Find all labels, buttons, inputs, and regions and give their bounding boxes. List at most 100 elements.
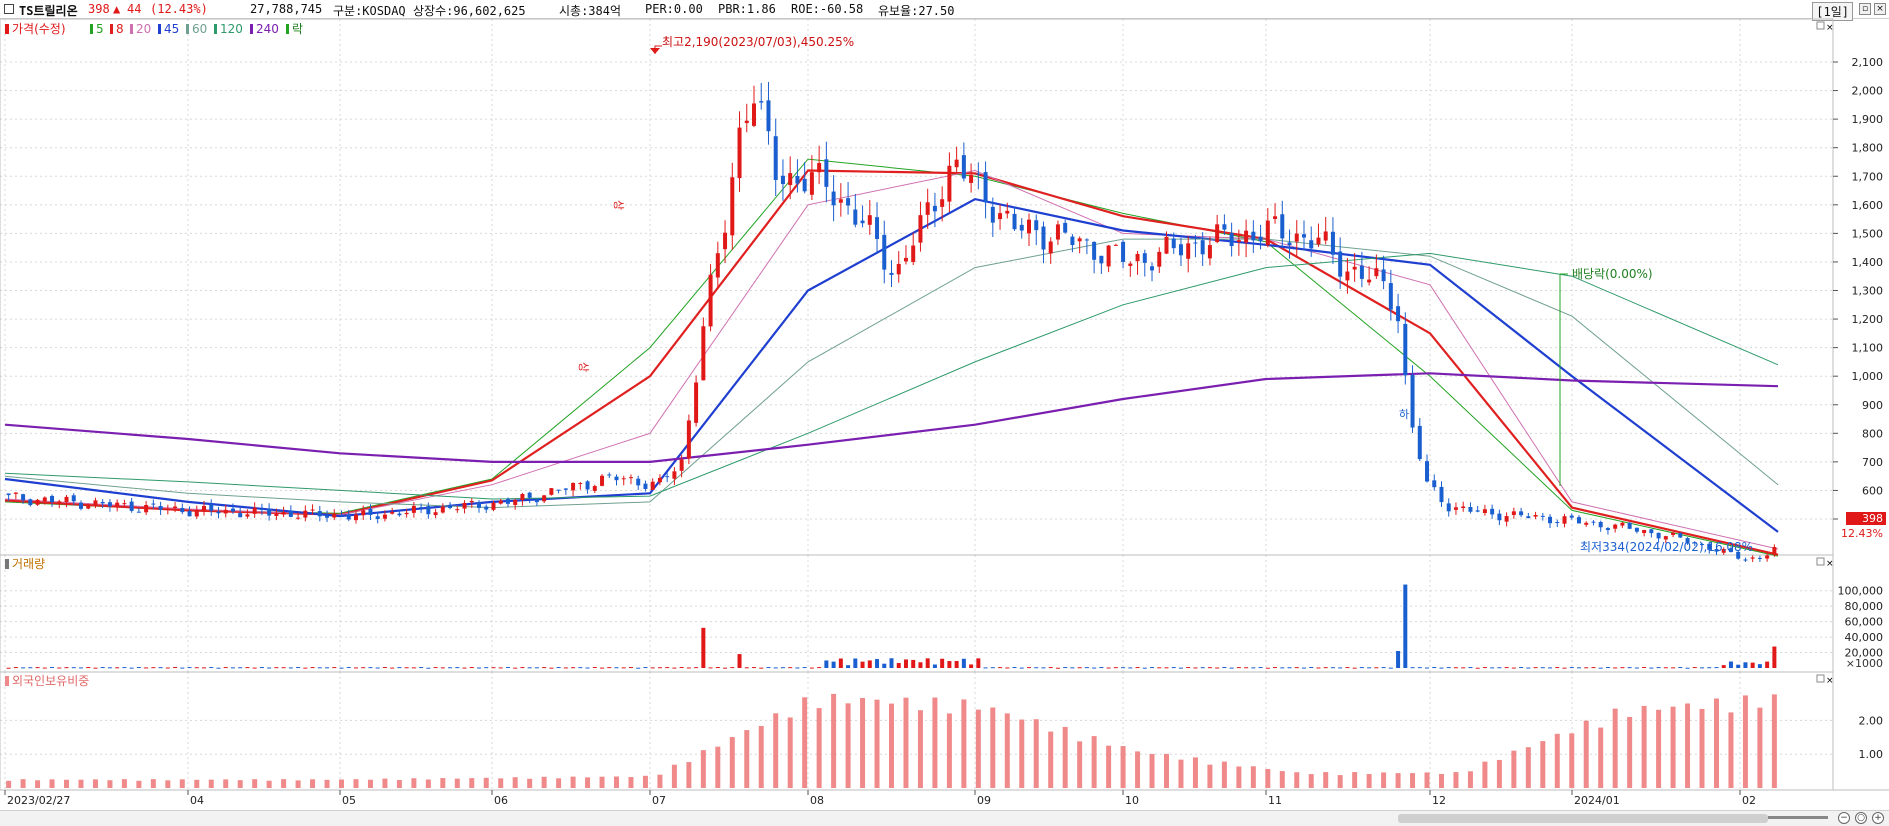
volume-bar <box>1526 667 1531 669</box>
candle-body <box>1229 232 1234 247</box>
select-checkbox[interactable] <box>4 4 14 14</box>
volume-bar <box>411 667 416 669</box>
volume-bar <box>1700 667 1705 669</box>
foreign-bar <box>1699 708 1705 788</box>
foreign-bar <box>1467 771 1473 788</box>
foreign-bar <box>512 777 518 788</box>
volume-bar <box>1106 667 1111 669</box>
foreign-bar <box>295 780 301 788</box>
volume-bar <box>737 654 742 668</box>
candle-body <box>1113 244 1118 246</box>
price-legend-swatch <box>5 24 9 34</box>
ma-legend-swatch-45 <box>158 24 161 34</box>
panel-buttons[interactable]: × × × <box>1816 21 1834 686</box>
candle-body <box>1026 219 1031 234</box>
candle-body <box>339 515 344 517</box>
foreign-bar <box>310 779 316 788</box>
listed-shares: 상장수:96,602,625 <box>413 4 526 18</box>
candle-body <box>1497 513 1502 521</box>
foreign-bar <box>1004 713 1010 788</box>
price-tick-label: 800 <box>1862 427 1883 440</box>
volume-bar <box>1620 667 1625 669</box>
foreign-bar <box>773 713 779 788</box>
foreign-bar <box>1221 761 1227 788</box>
candle-body <box>390 512 395 514</box>
volume-bar <box>556 667 561 669</box>
ma-line-5 <box>4 158 1779 557</box>
foreign-bar <box>35 780 41 788</box>
volume-bar <box>1432 667 1437 669</box>
candle-body <box>194 510 199 517</box>
volume-bar <box>107 667 112 669</box>
volume-bar <box>361 667 366 669</box>
price-tick-label: 1,300 <box>1852 285 1884 298</box>
foreign-bar <box>1250 766 1256 788</box>
zoom-reset-icon[interactable]: ○ <box>1855 812 1867 824</box>
candle-body <box>78 502 83 509</box>
candle-body <box>723 232 728 250</box>
volume-bar <box>795 667 800 669</box>
candle-body <box>455 509 460 511</box>
period-selector[interactable]: [1일] <box>1812 2 1853 21</box>
volume-bar <box>6 667 11 669</box>
date-tick-label: 11 <box>1268 794 1282 807</box>
candle-body <box>1700 543 1705 545</box>
close-icon[interactable]: × <box>1874 3 1886 15</box>
volume-bar <box>42 667 47 669</box>
price-legend-label: 가격(수정) <box>12 22 66 36</box>
candle-body <box>1743 559 1748 561</box>
volume-bar <box>983 667 988 669</box>
restore-icon[interactable]: ▫ <box>1859 3 1871 15</box>
foreign-bar <box>1424 772 1430 788</box>
candlesticks <box>6 81 1777 563</box>
foreign-bar <box>932 697 938 788</box>
foreign-bar <box>483 777 489 788</box>
candle-body <box>361 510 366 516</box>
candle-body <box>1244 230 1249 243</box>
zoom-slider[interactable] <box>1768 816 1828 819</box>
candle-body <box>202 505 207 512</box>
foreign-bar <box>1742 695 1748 788</box>
zoom-out-icon[interactable]: − <box>1838 812 1850 824</box>
candle-body <box>1055 224 1060 240</box>
foreign-bar <box>1366 774 1372 788</box>
date-tick-label: 04 <box>190 794 204 807</box>
chart-scrollbar[interactable] <box>0 810 1889 826</box>
foreign-bar <box>1236 766 1242 788</box>
ma-legend-label-120: 120 <box>220 22 243 36</box>
candle-body <box>1099 255 1104 264</box>
volume-bar <box>1222 667 1227 669</box>
volume-bar <box>1591 667 1596 669</box>
scroll-thumb[interactable] <box>1398 814 1768 823</box>
foreign-bar <box>1323 772 1329 788</box>
price-tick-label: 1,800 <box>1852 142 1884 155</box>
volume-bar <box>368 667 373 669</box>
zoom-in-icon[interactable]: + <box>1872 812 1884 824</box>
candle-body <box>694 382 699 423</box>
candle-body <box>1707 543 1712 550</box>
chart-annotations: 최고2,190(2023/07/03),450.25% 최저334(2024/0… <box>577 35 1753 554</box>
candle-body <box>1092 241 1097 260</box>
volume-bar <box>1215 667 1220 669</box>
candle-body <box>556 489 561 491</box>
candle-body <box>1070 236 1075 246</box>
candle-body <box>1678 533 1683 538</box>
foreign-bar <box>92 779 98 788</box>
candle-body <box>252 507 257 514</box>
candle-body <box>1186 243 1191 259</box>
candle-body <box>1642 529 1647 533</box>
volume-panel-frame <box>0 554 1834 673</box>
volume-bar <box>1511 667 1516 669</box>
foreign-bar <box>556 778 562 788</box>
foreign-bar <box>1728 712 1734 788</box>
foreign-bar <box>671 764 677 788</box>
svg-text:×: × <box>1826 559 1834 569</box>
foreign-bar <box>208 779 214 788</box>
candle-body <box>932 205 937 212</box>
foreign-bar <box>860 697 866 788</box>
volume-bar <box>93 667 98 669</box>
price-tick-label: 1,400 <box>1852 256 1884 269</box>
volume-bar <box>1092 667 1097 669</box>
volume-bar <box>614 667 619 669</box>
